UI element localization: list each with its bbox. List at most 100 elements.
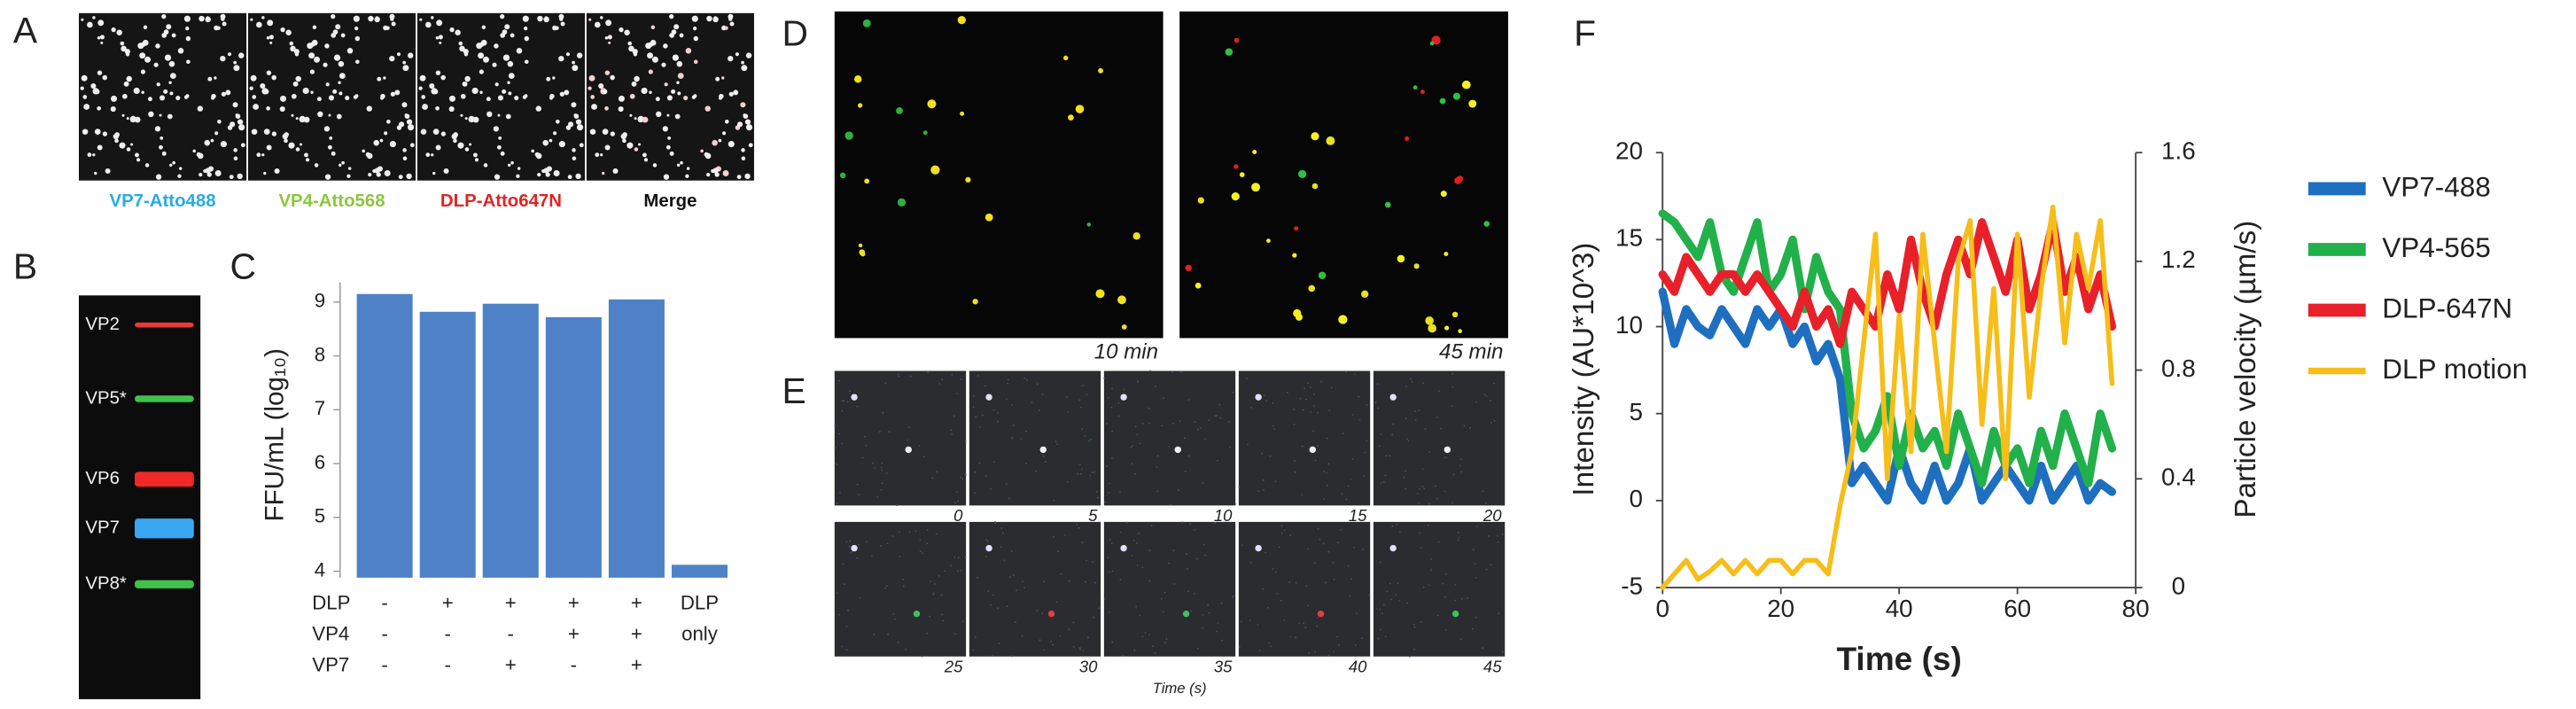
particle <box>136 158 141 162</box>
particle <box>135 152 139 158</box>
particle <box>729 21 735 27</box>
noise <box>1327 463 1330 465</box>
particle <box>137 43 144 50</box>
particle <box>655 97 660 102</box>
particle <box>650 39 657 46</box>
noise <box>1295 636 1297 639</box>
noise <box>859 596 861 599</box>
micrograph <box>969 370 1101 506</box>
noise <box>1337 541 1340 544</box>
particle <box>588 86 592 90</box>
legend-label: VP7-488 <box>2382 170 2491 202</box>
noise <box>1021 635 1023 637</box>
x-axis-label: Time (s) <box>1836 640 1961 677</box>
noise <box>1389 582 1391 585</box>
noise <box>1458 536 1460 539</box>
particle <box>167 113 173 120</box>
noise <box>1005 483 1008 485</box>
noise <box>1208 612 1210 614</box>
noise <box>1190 610 1193 612</box>
particle <box>1444 446 1451 454</box>
particle <box>432 129 440 136</box>
particle <box>80 86 84 90</box>
noise <box>1181 521 1184 524</box>
noise <box>1055 440 1057 443</box>
particle <box>1095 289 1105 299</box>
particle <box>169 73 176 79</box>
noise <box>1283 619 1286 621</box>
particle <box>339 163 342 168</box>
noise <box>1148 634 1151 636</box>
noise <box>1162 611 1164 613</box>
noise <box>918 445 921 447</box>
particle <box>683 96 689 101</box>
noise <box>1376 607 1378 610</box>
particle <box>740 102 746 108</box>
bar <box>419 311 476 578</box>
noise <box>1472 549 1475 551</box>
noise <box>1135 605 1138 608</box>
noise <box>1294 471 1296 473</box>
noise <box>1355 612 1358 614</box>
noise <box>964 557 967 558</box>
noise <box>1272 567 1274 570</box>
noise <box>1341 493 1343 495</box>
particle <box>116 29 122 35</box>
noise <box>1232 391 1234 393</box>
particle <box>618 95 625 102</box>
noise <box>1117 401 1120 404</box>
noise <box>1413 626 1416 628</box>
particle <box>143 25 148 30</box>
noise <box>1324 581 1327 584</box>
noise <box>885 584 888 587</box>
series-line <box>1658 287 2117 505</box>
noise <box>906 439 908 441</box>
row-label: DLP <box>312 591 350 613</box>
particle <box>1063 55 1069 61</box>
particle <box>718 138 722 143</box>
particle <box>460 93 466 99</box>
particle <box>859 249 866 256</box>
particle <box>537 173 541 177</box>
particle <box>472 152 478 158</box>
noise <box>1078 646 1081 649</box>
particle <box>693 94 697 98</box>
noise <box>1010 550 1013 552</box>
noise <box>850 551 852 553</box>
particle <box>148 111 154 118</box>
noise <box>922 456 925 458</box>
noise <box>1347 565 1350 567</box>
noise <box>1419 532 1420 534</box>
particle <box>685 47 692 54</box>
particle <box>483 163 488 168</box>
noise <box>1298 622 1300 625</box>
particle <box>178 167 183 170</box>
particle <box>97 36 101 40</box>
noise <box>1326 484 1328 487</box>
particle <box>425 152 431 158</box>
noise <box>1353 373 1356 376</box>
noise <box>1141 566 1144 569</box>
particle <box>631 81 637 87</box>
particle <box>1120 393 1127 401</box>
particle <box>573 113 580 119</box>
noise <box>1374 401 1377 403</box>
noise <box>1304 387 1306 390</box>
condition: - <box>444 623 450 645</box>
noise <box>1154 652 1156 655</box>
particle <box>673 24 680 30</box>
noise <box>1079 472 1082 475</box>
noise <box>1007 378 1009 381</box>
noise <box>997 420 999 423</box>
noise <box>1379 608 1381 611</box>
particle <box>612 168 619 175</box>
noise <box>1416 493 1419 495</box>
noise <box>838 379 840 382</box>
noise <box>977 576 978 579</box>
noise <box>1326 471 1327 474</box>
time-label: 35 <box>1214 658 1233 676</box>
particle <box>480 39 487 46</box>
particle <box>233 60 237 65</box>
particle <box>211 93 216 99</box>
particle <box>325 82 330 87</box>
